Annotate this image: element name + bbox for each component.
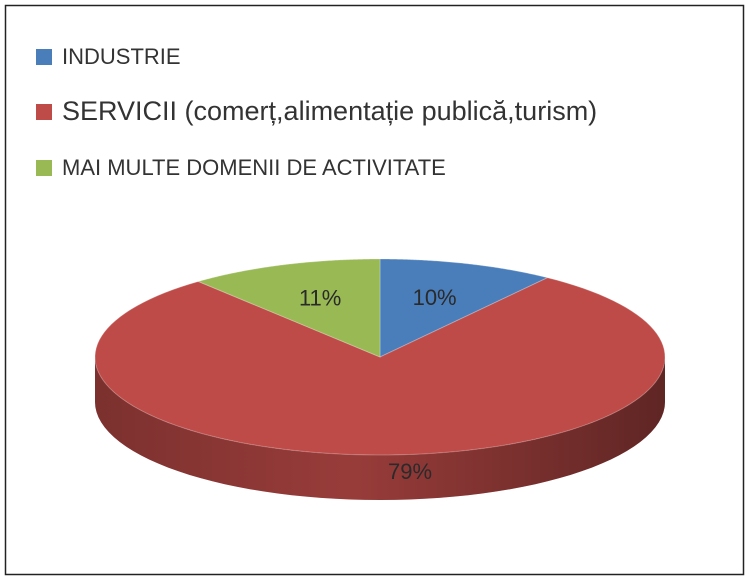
slice-side-shade (95, 357, 665, 500)
legend-label: MAI MULTE DOMENII DE ACTIVITATE (62, 155, 446, 180)
legend-swatch (36, 160, 52, 176)
data-label: 10% (413, 285, 457, 310)
slice (379, 258, 550, 358)
slice (196, 258, 381, 358)
data-label: 11% (299, 286, 341, 311)
legend-label: INDUSTRIE (62, 44, 181, 69)
legend-swatch (36, 104, 52, 120)
data-label: 79% (388, 459, 432, 484)
legend-label: SERVICII (comerț,alimentație publică,tur… (62, 96, 597, 126)
slice (94, 277, 666, 456)
legend-swatch (36, 49, 52, 65)
